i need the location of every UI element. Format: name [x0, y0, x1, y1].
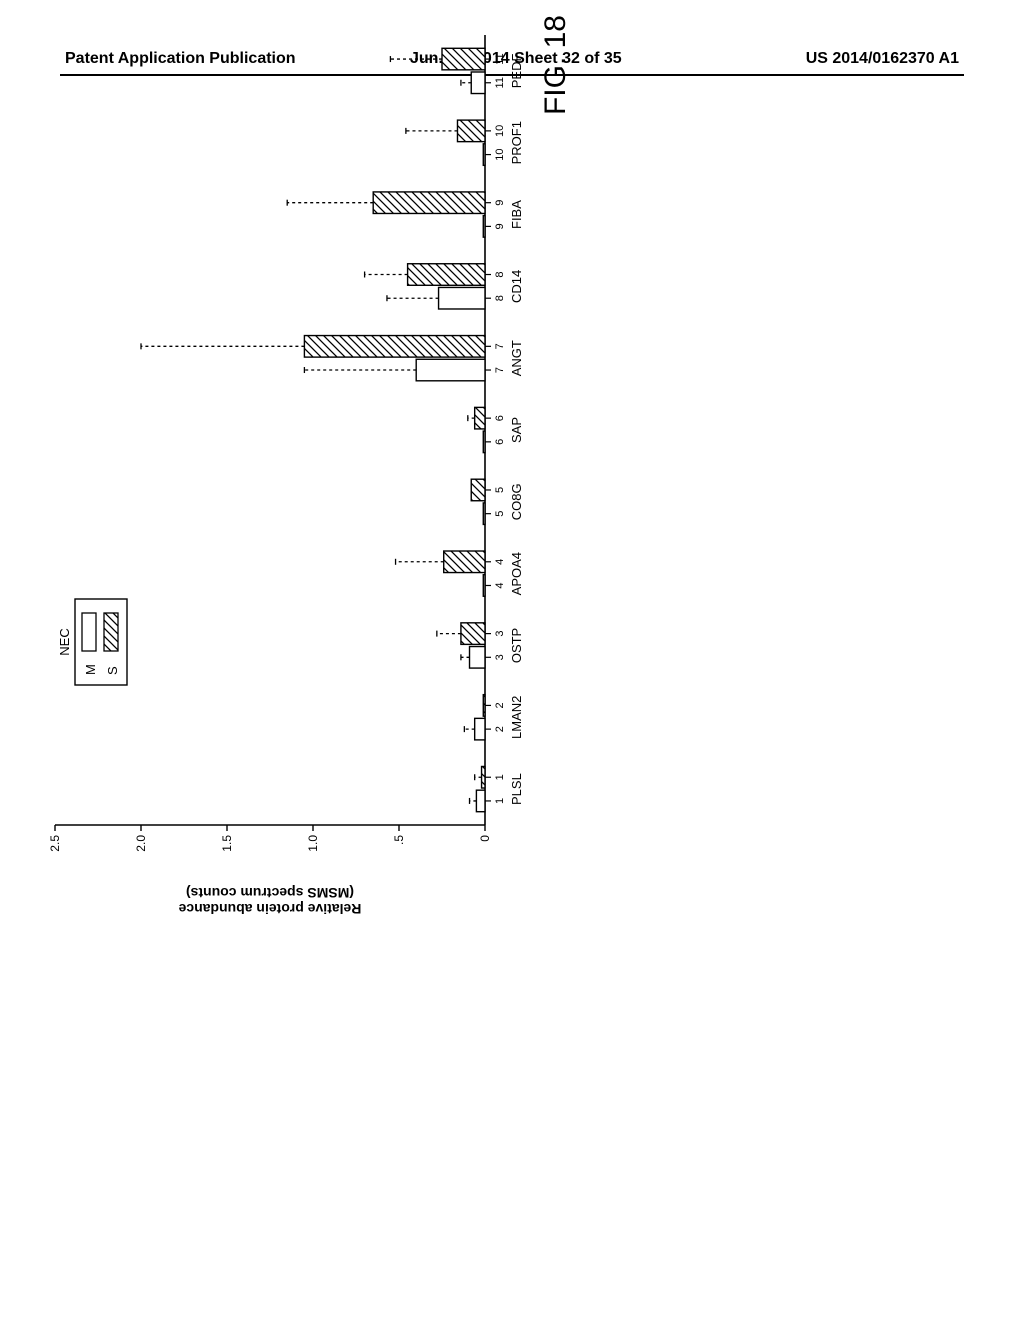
svg-text:7: 7: [494, 367, 506, 373]
svg-text:9: 9: [494, 223, 506, 229]
svg-text:2: 2: [494, 726, 506, 732]
svg-text:Relative protein abundance(MSM: Relative protein abundance(MSMS spectrum…: [178, 885, 361, 917]
svg-text:11: 11: [494, 77, 506, 88]
svg-text:8: 8: [494, 271, 506, 277]
svg-text:10: 10: [494, 148, 506, 160]
svg-text:3: 3: [494, 654, 506, 660]
svg-text:S: S: [105, 666, 120, 675]
svg-text:ANGT: ANGT: [509, 340, 524, 376]
svg-text:5: 5: [494, 487, 506, 493]
svg-text:2.0: 2.0: [134, 835, 148, 852]
svg-text:LMAN2: LMAN2: [509, 696, 524, 739]
svg-text:4: 4: [494, 559, 506, 565]
svg-text:11: 11: [494, 53, 506, 64]
svg-text:APOA4: APOA4: [509, 552, 524, 595]
svg-text:NEC: NEC: [57, 628, 72, 655]
svg-text:1: 1: [494, 798, 506, 804]
svg-text:1: 1: [494, 774, 506, 780]
svg-text:PLSL: PLSL: [509, 773, 524, 805]
svg-text:4: 4: [494, 582, 506, 588]
svg-text:PROF1: PROF1: [509, 121, 524, 164]
svg-text:2: 2: [494, 702, 506, 708]
chart-svg: 0 .5 1.0 1.5 2.0 2.5 Relative protein abundanc…: [25, 0, 585, 925]
svg-text:1.5: 1.5: [220, 835, 234, 852]
page: Patent Application Publication Jun. 12, …: [0, 0, 1024, 1320]
svg-text:FIG. 18: FIG. 18: [539, 15, 572, 115]
svg-text:3: 3: [494, 631, 506, 637]
svg-text:1.0: 1.0: [306, 835, 320, 852]
svg-text:FIBA: FIBA: [509, 200, 524, 229]
svg-text:2.5: 2.5: [48, 835, 62, 852]
svg-text:10: 10: [494, 125, 506, 137]
svg-text:6: 6: [494, 415, 506, 421]
svg-text:.5: .5: [392, 835, 406, 845]
header-right: US 2014/0162370 A1: [806, 50, 959, 68]
svg-text:OSTP: OSTP: [509, 628, 524, 663]
svg-text:CO8G: CO8G: [509, 483, 524, 520]
svg-text:8: 8: [494, 295, 506, 301]
svg-text:PEDF: PEDF: [509, 54, 524, 89]
svg-text:7: 7: [494, 343, 506, 349]
svg-text:SAP: SAP: [509, 417, 524, 443]
svg-text:M: M: [83, 664, 98, 675]
svg-text:9: 9: [494, 200, 506, 206]
svg-text:6: 6: [494, 439, 506, 445]
svg-text:0: 0: [478, 835, 492, 842]
svg-text:5: 5: [494, 511, 506, 517]
figure-18: 0 .5 1.0 1.5 2.0 2.5 Relative protein abundanc…: [25, 365, 955, 925]
svg-text:CD14: CD14: [509, 270, 524, 303]
